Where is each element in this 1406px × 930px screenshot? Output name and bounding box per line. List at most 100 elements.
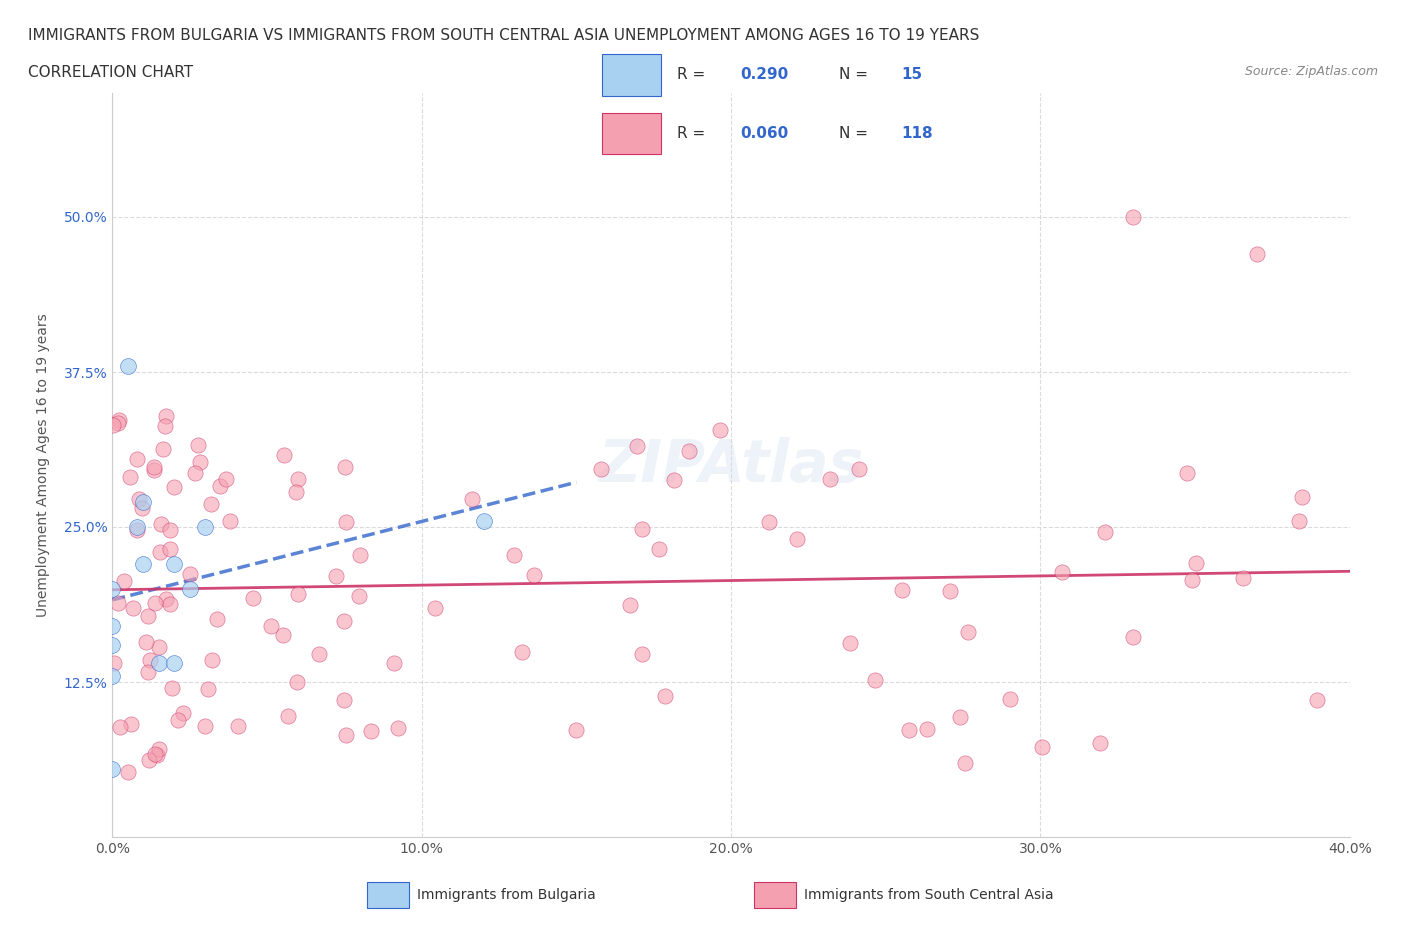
Point bbox=[1122, 630, 1144, 644]
Point bbox=[163, 656, 186, 671]
Point bbox=[215, 472, 238, 486]
Point bbox=[898, 723, 921, 737]
Point bbox=[146, 748, 169, 763]
Point bbox=[848, 461, 870, 476]
Point bbox=[120, 717, 142, 732]
Point bbox=[1175, 466, 1198, 481]
Point bbox=[163, 557, 186, 572]
Point bbox=[135, 635, 157, 650]
Point bbox=[1288, 513, 1310, 528]
Point bbox=[101, 618, 124, 633]
Point bbox=[287, 587, 309, 602]
Point bbox=[127, 520, 149, 535]
Point bbox=[523, 567, 546, 582]
Point bbox=[277, 709, 299, 724]
Text: R =: R = bbox=[678, 68, 710, 83]
Point bbox=[242, 591, 264, 605]
Point bbox=[631, 522, 654, 537]
Point bbox=[1185, 555, 1208, 570]
Point bbox=[187, 437, 209, 452]
Point bbox=[149, 544, 172, 559]
Point bbox=[335, 459, 357, 474]
Point bbox=[148, 640, 170, 655]
Point bbox=[121, 601, 143, 616]
Point bbox=[335, 514, 357, 529]
Text: 0.060: 0.060 bbox=[740, 126, 789, 141]
Point bbox=[117, 358, 139, 373]
Point bbox=[818, 472, 841, 486]
Point bbox=[107, 595, 129, 610]
Text: 15: 15 bbox=[901, 68, 922, 83]
Point bbox=[626, 439, 648, 454]
Text: IMMIGRANTS FROM BULGARIA VS IMMIGRANTS FROM SOUTH CENTRAL ASIA UNEMPLOYMENT AMON: IMMIGRANTS FROM BULGARIA VS IMMIGRANTS F… bbox=[28, 28, 980, 43]
Point bbox=[152, 442, 174, 457]
Point bbox=[197, 682, 219, 697]
Bar bbox=[602, 113, 661, 154]
Point bbox=[162, 680, 184, 695]
Point bbox=[194, 718, 217, 733]
Y-axis label: Unemployment Among Ages 16 to 19 years: Unemployment Among Ages 16 to 19 years bbox=[37, 313, 49, 617]
Point bbox=[107, 416, 129, 431]
Point bbox=[136, 665, 159, 680]
Point bbox=[510, 644, 533, 659]
Point bbox=[155, 408, 177, 423]
Text: Immigrants from Bulgaria: Immigrants from Bulgaria bbox=[418, 888, 596, 902]
Point bbox=[167, 712, 190, 727]
Point bbox=[384, 656, 406, 671]
Point bbox=[117, 764, 139, 779]
Point bbox=[1246, 246, 1268, 261]
Point bbox=[179, 581, 201, 596]
Point bbox=[325, 569, 347, 584]
Point bbox=[949, 710, 972, 724]
Point bbox=[564, 723, 586, 737]
Point bbox=[190, 455, 212, 470]
Point bbox=[112, 573, 135, 588]
Point bbox=[101, 637, 124, 652]
Bar bbox=[367, 883, 409, 908]
Point bbox=[208, 478, 231, 493]
Point bbox=[101, 762, 124, 777]
Point bbox=[120, 470, 142, 485]
Text: 0.290: 0.290 bbox=[740, 68, 789, 83]
Point bbox=[503, 548, 526, 563]
Point bbox=[273, 448, 295, 463]
Point bbox=[915, 722, 938, 737]
Point bbox=[863, 672, 886, 687]
Point bbox=[1050, 565, 1073, 579]
Point bbox=[956, 624, 979, 639]
Point bbox=[159, 596, 181, 611]
Point bbox=[839, 636, 862, 651]
Point bbox=[332, 693, 354, 708]
Point bbox=[1122, 209, 1144, 224]
Point bbox=[138, 752, 160, 767]
Point bbox=[101, 669, 124, 684]
Point bbox=[148, 742, 170, 757]
Text: 118: 118 bbox=[901, 126, 934, 141]
Point bbox=[201, 653, 224, 668]
Point bbox=[308, 647, 330, 662]
Point bbox=[150, 516, 173, 531]
Point bbox=[287, 472, 309, 486]
Point bbox=[136, 608, 159, 623]
Point bbox=[654, 688, 676, 703]
Point bbox=[101, 581, 124, 596]
Text: ZIPAtlas: ZIPAtlas bbox=[599, 436, 863, 494]
Point bbox=[1291, 490, 1313, 505]
Point bbox=[662, 472, 685, 487]
Point bbox=[1031, 739, 1053, 754]
Point bbox=[387, 721, 409, 736]
Point bbox=[163, 479, 186, 494]
Point bbox=[138, 653, 160, 668]
Point bbox=[1088, 735, 1111, 750]
Point bbox=[758, 514, 780, 529]
Point bbox=[125, 452, 148, 467]
Point bbox=[360, 724, 382, 738]
Point bbox=[205, 611, 228, 626]
Point bbox=[155, 591, 177, 606]
Point bbox=[891, 583, 914, 598]
Point bbox=[108, 720, 131, 735]
Point bbox=[143, 595, 166, 610]
Point bbox=[285, 674, 308, 689]
Point bbox=[1181, 572, 1204, 587]
Point bbox=[194, 520, 217, 535]
